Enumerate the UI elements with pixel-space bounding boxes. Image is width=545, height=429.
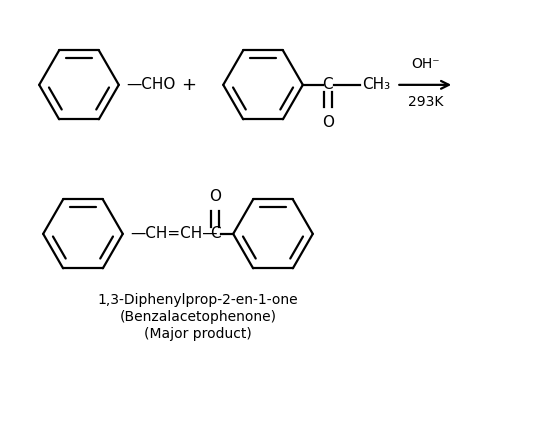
Text: O: O	[209, 189, 221, 204]
Text: CH₃: CH₃	[362, 77, 391, 92]
Text: (Benzalacetophenone): (Benzalacetophenone)	[119, 310, 276, 324]
Text: 293K: 293K	[408, 95, 443, 109]
Text: C: C	[323, 77, 333, 92]
Text: C: C	[210, 227, 221, 242]
Text: OH⁻: OH⁻	[411, 57, 439, 71]
Text: —CH=CH—: —CH=CH—	[131, 227, 218, 242]
Text: O: O	[322, 115, 334, 130]
Text: —CHO: —CHO	[127, 77, 176, 92]
Text: +: +	[181, 76, 196, 94]
Text: (Major product): (Major product)	[144, 327, 252, 341]
Text: 1,3-Diphenylprop-2-en-1-one: 1,3-Diphenylprop-2-en-1-one	[98, 293, 298, 308]
